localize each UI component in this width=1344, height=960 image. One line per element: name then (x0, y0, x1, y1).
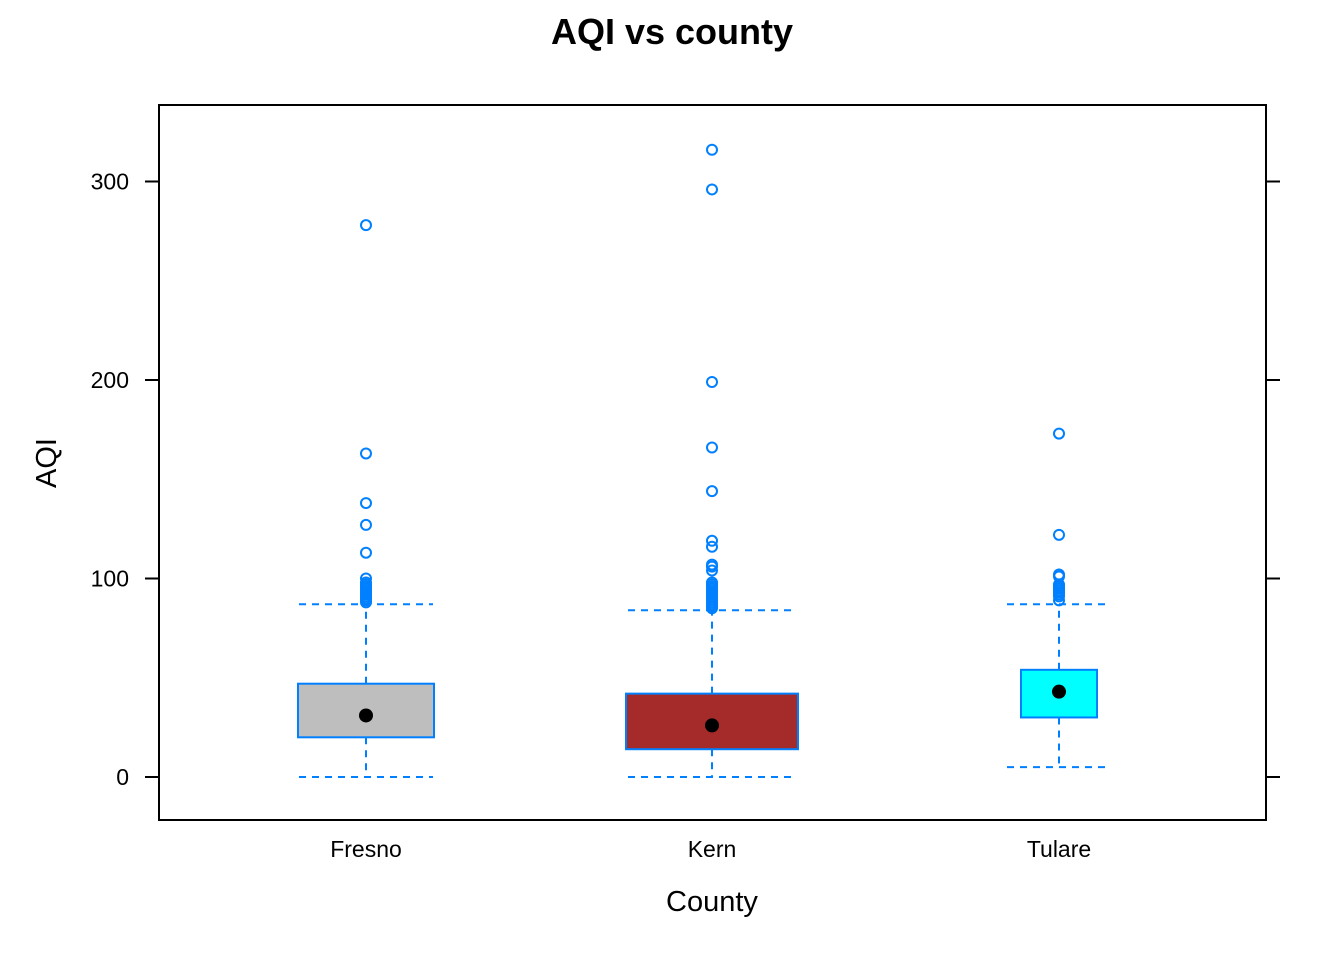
box-fresno (297, 219, 435, 778)
y-tick-label: 100 (91, 566, 129, 592)
outlier-point (1053, 427, 1065, 440)
median-dot (705, 718, 719, 733)
plot-frame (158, 104, 1267, 821)
box-series (297, 143, 1111, 778)
x-axis: Fresno Kern Tulare (330, 836, 1091, 862)
outlier-point (706, 441, 718, 454)
outlier-point (706, 183, 718, 196)
outlier-point (360, 576, 372, 589)
outlier-point (1053, 568, 1065, 581)
x-tick-label: Kern (688, 836, 737, 862)
box-tulare (1007, 427, 1111, 769)
outlier-point (360, 497, 372, 510)
outlier-point (706, 375, 718, 388)
y-axis-label: AQI (31, 438, 63, 488)
outlier-point (360, 572, 372, 585)
outlier-point (706, 576, 718, 589)
y-axis: 0 100 200 300 (91, 169, 1280, 790)
median-dot (359, 708, 373, 723)
box-kern (625, 143, 799, 778)
x-tick-label: Tulare (1027, 836, 1091, 862)
x-tick-label: Fresno (330, 836, 402, 862)
outlier-point (706, 534, 718, 547)
outlier-point (706, 540, 718, 553)
outlier-point (706, 564, 718, 577)
outlier-point (360, 546, 372, 559)
x-axis-label: County (666, 886, 758, 918)
y-tick-label: 200 (91, 367, 129, 393)
chart-title: AQI vs county (551, 11, 793, 52)
outlier-point (706, 143, 718, 156)
outlier-point (706, 485, 718, 498)
outlier-point (1053, 528, 1065, 541)
outlier-point (360, 518, 372, 531)
outlier-point (360, 447, 372, 460)
median-dot (1052, 684, 1066, 699)
outlier-point (706, 558, 718, 571)
outlier-point (360, 219, 372, 232)
y-tick-label: 300 (91, 169, 129, 195)
y-tick-label: 0 (116, 764, 129, 790)
